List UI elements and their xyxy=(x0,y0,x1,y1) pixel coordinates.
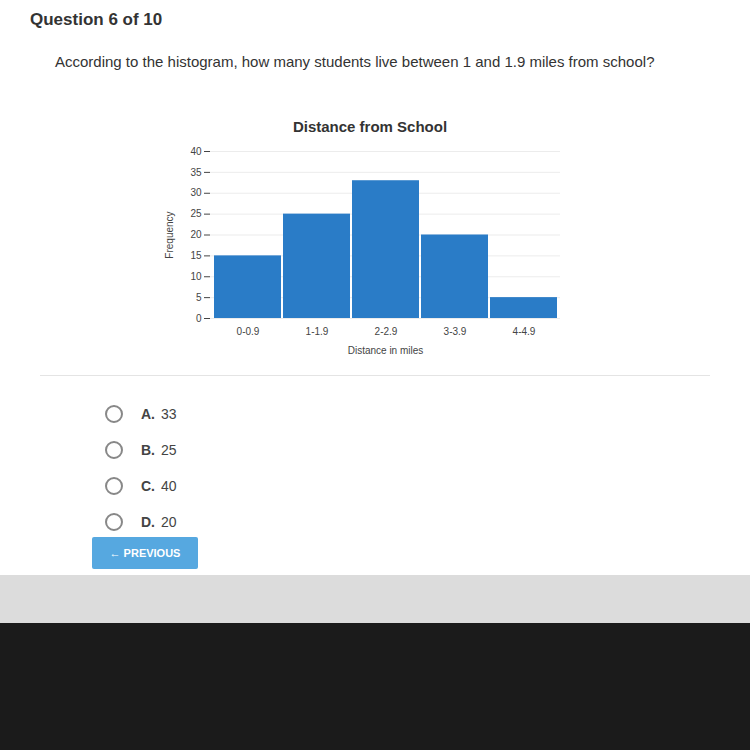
html-text:B.: B. xyxy=(141,442,155,458)
html-text:33: 33 xyxy=(161,406,177,422)
svg-text:0-0.9: 0-0.9 xyxy=(237,326,260,337)
svg-text:35: 35 xyxy=(190,167,202,178)
svg-text:0: 0 xyxy=(196,313,202,324)
svg-text:10: 10 xyxy=(190,271,202,282)
svg-text:5: 5 xyxy=(196,292,202,303)
svg-text:30: 30 xyxy=(190,187,202,198)
html-text:According to the histogram, ho: According to the histogram, how many stu… xyxy=(55,53,655,70)
html-text:20: 20 xyxy=(161,514,177,530)
html-text:40: 40 xyxy=(161,478,177,494)
svg-text:4-4.9: 4-4.9 xyxy=(513,326,536,337)
html-text:25: 25 xyxy=(161,442,177,458)
html-text:Question 6 of 10: Question 6 of 10 xyxy=(30,10,163,29)
svg-text:1-1.9: 1-1.9 xyxy=(306,326,329,337)
svg-text:3-3.9: 3-3.9 xyxy=(444,326,467,337)
svg-text:Frequency: Frequency xyxy=(164,211,175,258)
svg-text:40: 40 xyxy=(190,146,202,157)
html-text:A.: A. xyxy=(141,406,155,422)
svg-text:20: 20 xyxy=(190,229,202,240)
html-text:Distance from School: Distance from School xyxy=(292,118,448,135)
svg-text:25: 25 xyxy=(190,208,202,219)
html-text:C.: C. xyxy=(141,478,155,494)
html-text:D.: D. xyxy=(141,514,155,530)
svg-text:2-2.9: 2-2.9 xyxy=(375,326,398,337)
html-text:← PREVIOUS: ← PREVIOUS xyxy=(109,547,181,559)
svg-text:Distance in miles: Distance in miles xyxy=(348,345,424,356)
svg-text:15: 15 xyxy=(190,250,202,261)
